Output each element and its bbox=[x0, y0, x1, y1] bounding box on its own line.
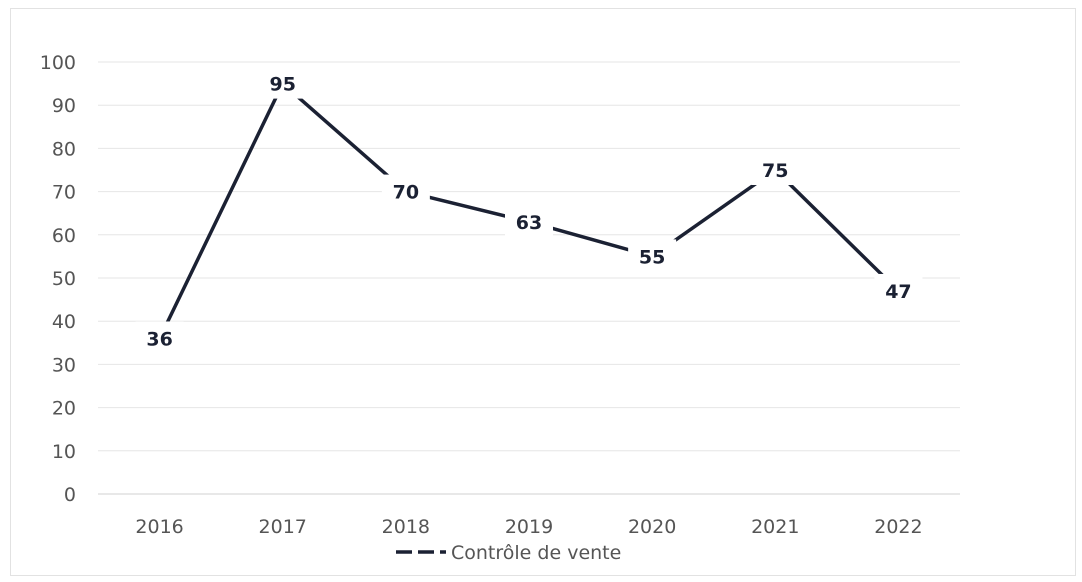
data-label: 95 bbox=[269, 74, 295, 96]
y-tick-label: 70 bbox=[52, 182, 76, 204]
x-tick-label: 2017 bbox=[259, 516, 307, 538]
y-tick-label: 60 bbox=[52, 225, 76, 247]
legend-label: Contrôle de vente bbox=[451, 542, 621, 564]
data-labels: 36 95 70 63 55 75 47 bbox=[135, 66, 923, 354]
y-tick-label: 10 bbox=[52, 441, 76, 463]
x-tick-label: 2021 bbox=[751, 516, 799, 538]
legend: Contrôle de vente bbox=[396, 542, 621, 564]
data-label-bg bbox=[505, 204, 553, 237]
x-tick-label: 2016 bbox=[135, 516, 183, 538]
y-tick-label: 80 bbox=[52, 138, 76, 160]
data-label: 55 bbox=[639, 246, 665, 268]
series-segment bbox=[280, 81, 408, 194]
data-label: 47 bbox=[885, 281, 911, 303]
data-label-bg bbox=[135, 321, 184, 354]
y-tick-label: 50 bbox=[52, 268, 76, 290]
data-label: 63 bbox=[516, 212, 542, 234]
gridlines bbox=[98, 61, 960, 495]
x-tick-label: 2019 bbox=[505, 516, 553, 538]
data-label: 75 bbox=[762, 160, 788, 182]
y-tick-label: 90 bbox=[52, 95, 76, 117]
x-tick-label: 2020 bbox=[628, 516, 676, 538]
y-tick-label: 40 bbox=[52, 311, 76, 333]
data-label-bg bbox=[874, 273, 923, 306]
y-axis-ticks: 0 10 20 30 40 50 60 70 80 90 100 bbox=[40, 52, 76, 506]
x-tick-label: 2022 bbox=[874, 516, 922, 538]
y-tick-label: 0 bbox=[64, 484, 76, 506]
data-label-bg bbox=[628, 239, 677, 272]
data-label: 70 bbox=[393, 182, 419, 204]
x-tick-label: 2018 bbox=[382, 516, 430, 538]
data-label-bg bbox=[751, 153, 800, 185]
x-axis-ticks: 2016 2017 2018 2019 2020 2021 2022 bbox=[135, 516, 922, 538]
series-segment bbox=[773, 168, 901, 293]
y-tick-label: 30 bbox=[52, 354, 76, 376]
data-label-bg bbox=[258, 66, 307, 99]
y-tick-label: 100 bbox=[40, 52, 76, 74]
y-tick-label: 20 bbox=[52, 398, 76, 420]
data-label: 36 bbox=[146, 328, 172, 350]
data-label-bg bbox=[381, 174, 430, 207]
series-segment bbox=[157, 81, 285, 341]
